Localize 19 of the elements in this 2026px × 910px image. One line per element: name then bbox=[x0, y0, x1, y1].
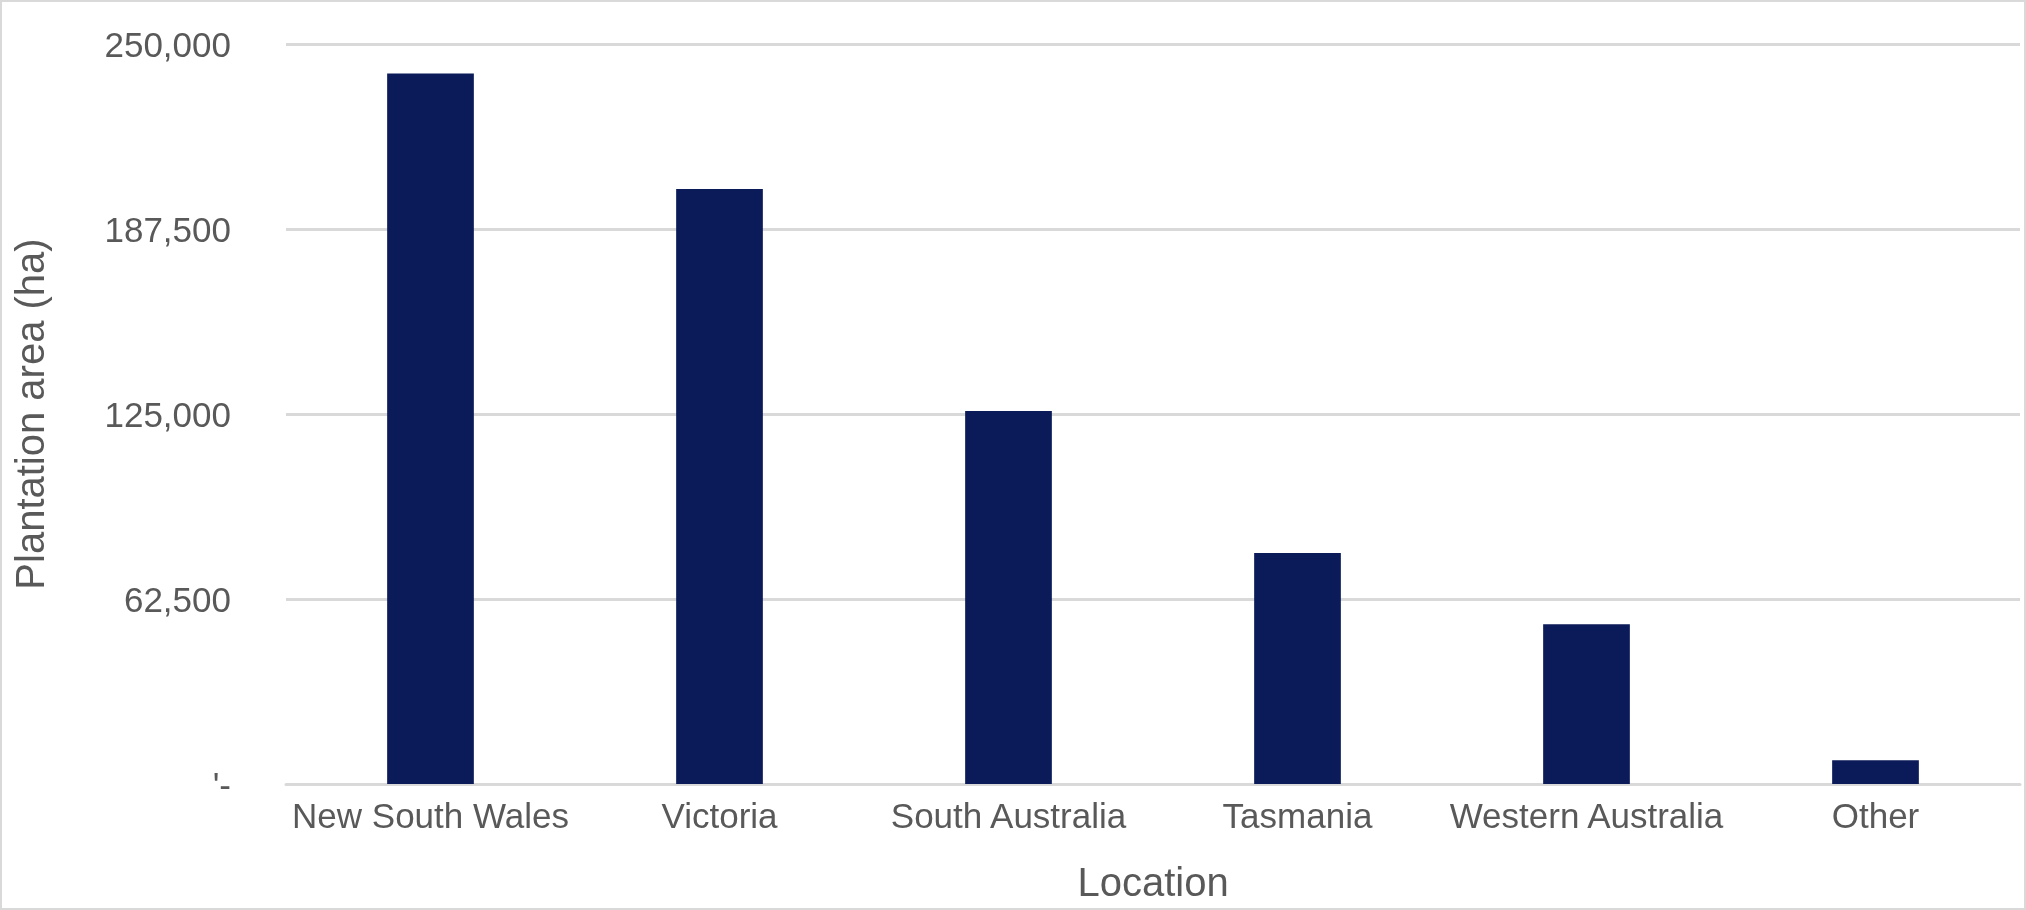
y-axis-title: Plantation area (ha) bbox=[8, 238, 52, 590]
y-tick-label: 125,000 bbox=[104, 394, 231, 434]
bar bbox=[676, 189, 763, 784]
bar bbox=[1543, 624, 1630, 784]
y-tick-label: 62,500 bbox=[123, 579, 231, 619]
x-tick-label: Western Australia bbox=[1449, 796, 1724, 835]
bar bbox=[387, 73, 474, 784]
y-tick-label: 187,500 bbox=[104, 209, 231, 249]
x-tick-label: Victoria bbox=[661, 796, 779, 835]
y-tick-label: 250,000 bbox=[104, 24, 231, 64]
x-tick-label: Other bbox=[1831, 796, 1920, 835]
bar bbox=[1254, 553, 1341, 784]
bar bbox=[965, 411, 1052, 784]
x-tick-label: New South Wales bbox=[292, 796, 569, 835]
x-tick-label: Tasmania bbox=[1222, 796, 1373, 835]
x-tick-label: South Australia bbox=[890, 796, 1127, 835]
y-tick-label: '- bbox=[212, 764, 231, 804]
x-axis-title: Location bbox=[1077, 860, 1229, 904]
bar bbox=[1832, 760, 1919, 784]
